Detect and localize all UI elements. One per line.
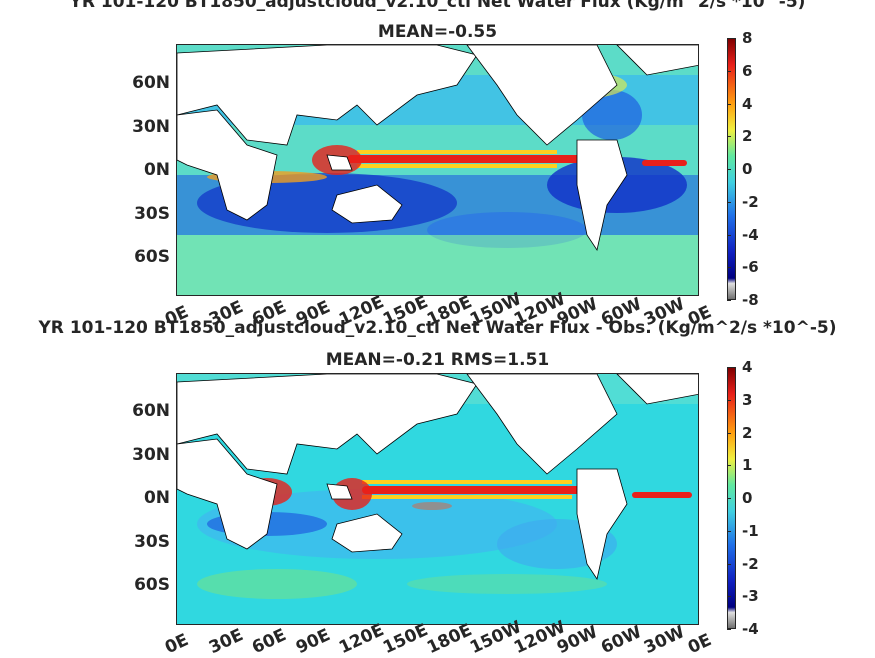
panel2-colorbar-tickmark-2 [727,432,731,434]
panel1-colorbar-tickmark-1 [727,70,731,72]
panel2-colorbar-tick-0: 4 [742,358,753,376]
panel2-colorbar-tickmark-1 [727,399,731,401]
panel1-colorbar-tickmark-3 [727,136,731,138]
panel1-colorbar-tickmark-0 [727,38,731,39]
panel1-colorbar-tick-1: 6 [742,61,753,80]
panel2-lon-label-10: 60W [597,622,645,658]
panel1-colorbar-tickmark-7 [727,267,731,269]
panel2-colorbar-tick-3: 1 [742,456,753,475]
panel1-lat-60n: 60N [132,73,170,93]
panel2-lat-30n: 30N [132,445,170,465]
panel2-map-svg [177,374,698,624]
panel2-colorbar-tickmark-4 [727,498,731,499]
panel1-title-line1: YR 101-120 BT1850_adjustcloud_v2.10_ctl … [69,0,806,12]
panel2-lat-30s: 30S [134,532,170,552]
panel1-colorbar-tick-5: -2 [742,192,759,211]
panel1-map-svg [177,45,698,295]
panel1-colorbar-tickmark-6 [727,234,731,236]
panel2-colorbar-tickmark-6 [727,563,731,565]
panel1-lat-60s: 60S [134,247,170,267]
panel2-colorbar-tickmark-7 [727,596,731,598]
panel2-colorbar-tick-8: -4 [742,620,759,638]
panel2-lon-label-0: 0E [162,630,192,658]
panel2-colorbar-tickmark-5 [727,530,731,532]
panel2-lon-label-11: 30W [641,622,689,658]
panel1-colorbar-tick-7: -6 [742,258,759,277]
panel1-lat-0n: 0N [143,160,170,180]
panel1-colorbar-tickmark-2 [727,103,731,105]
panel2-title-line2: MEAN=-0.21 RMS=1.51 [325,350,550,370]
panel2-colorbar-tickmark-8 [727,629,731,630]
panel1-map [176,44,699,296]
panel1-colorbar-tick-4: 0 [742,160,753,178]
panel2-colorbar-tick-6: -2 [742,554,759,573]
panel2-colorbar-tick-2: 2 [742,423,753,442]
panel1-colorbar-tick-2: 4 [742,94,753,113]
panel2-lon-label-3: 90E [292,625,334,658]
panel1-colorbar-tickmark-8 [727,300,731,301]
panel2-colorbar-tick-1: 3 [742,390,753,409]
panel1-colorbar-tickmark-5 [727,201,731,203]
panel2-lon-label-12: 0E [685,630,715,658]
panel2-colorbar-tick-7: -3 [742,587,759,606]
panel2-lat-60s: 60S [134,575,170,595]
panel2-lon-label-1: 30E [205,625,247,658]
panel1-colorbar-tickmark-4 [727,169,731,170]
panel2-lat-0n: 0N [143,488,170,508]
panel1-colorbar-tick-8: -8 [742,291,759,309]
panel2-colorbar-tick-4: 0 [742,489,753,507]
panel2-lon-label-2: 60E [249,625,290,658]
panel2-colorbar-tick-5: -1 [742,521,759,540]
panel2-title-line1: YR 101-120 BT1850_adjustcloud_v2.10_ctl … [38,318,837,338]
panel1-title-line2: MEAN=-0.55 [377,22,498,42]
panel1-lat-30n: 30N [132,117,170,137]
panel1-lat-30s: 30S [134,204,170,224]
panel2-colorbar-tickmark-0 [727,367,731,368]
panel2-map [176,373,699,625]
panel2-lat-60n: 60N [132,401,170,421]
panel2-colorbar-tickmark-3 [727,465,731,467]
panel1-colorbar-tick-3: 2 [742,127,753,146]
panel1-colorbar-tick-0: 8 [742,29,753,47]
panel1-colorbar-tick-6: -4 [742,225,759,244]
